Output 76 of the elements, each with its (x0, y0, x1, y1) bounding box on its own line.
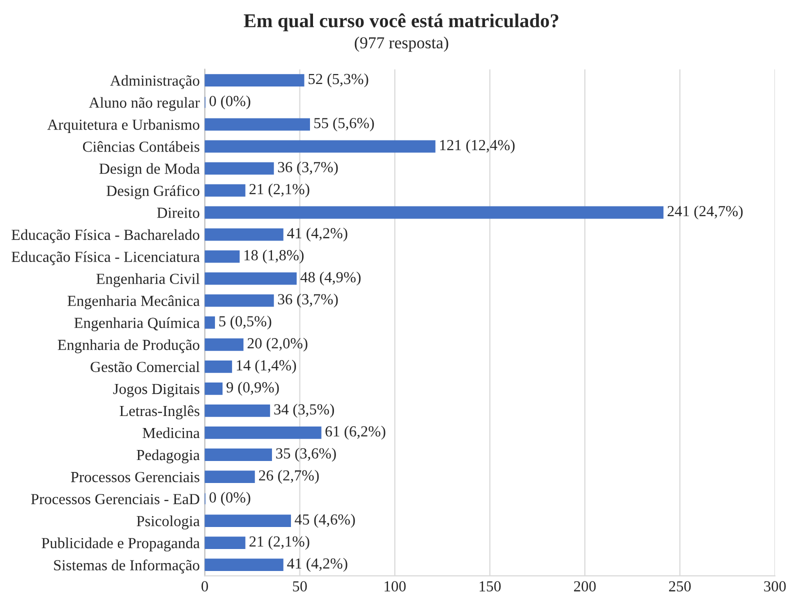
y-tick-label: Arquitetura e Urbanismo (47, 119, 200, 133)
y-tick-label: Educação Física - Licenciatura (12, 251, 200, 266)
data-label: 61 (6,2%) (326, 426, 386, 440)
data-label: 21 (2,1%) (250, 536, 310, 550)
bar (204, 140, 436, 153)
y-tick-label: Gestão Comercial (90, 361, 200, 372)
data-label: 41 (4,2%) (287, 228, 348, 242)
chart-subtitle: (977 resposta) (354, 36, 448, 52)
x-tick-label: 200 (574, 581, 596, 592)
y-tick-label: Administração (110, 75, 200, 89)
bar (204, 118, 310, 131)
data-label: 52 (5,3%) (308, 73, 368, 88)
y-tick-label: Publicidade e Propaganda (42, 538, 200, 552)
bar (204, 74, 304, 87)
bar (204, 558, 284, 572)
y-tick-label: Engenharia Mecânica (68, 295, 200, 310)
bar (204, 250, 240, 263)
bar (204, 382, 223, 395)
bar (204, 360, 232, 373)
y-tick-label: Design Gráfico (106, 185, 200, 200)
data-label: 36 (3,7%) (278, 162, 338, 176)
y-tick-label: Ciências Contábeis (82, 141, 200, 152)
bar (204, 426, 322, 439)
data-label: 41 (4,2%) (287, 558, 348, 572)
y-tick-label: Direito (157, 208, 200, 218)
data-label: 34 (3,5%) (274, 404, 334, 418)
data-label: 35 (3,6%) (276, 448, 336, 462)
bar (204, 338, 244, 351)
y-tick-label: Educação Física - Bacharelado (12, 229, 200, 244)
x-tick-label: 50 (293, 581, 307, 592)
data-label: 121 (12,4%) (440, 139, 515, 154)
y-tick-label: Engenharia Química (74, 317, 200, 332)
bar (204, 162, 274, 175)
y-tick-label: Engnharia de Produção (58, 339, 200, 354)
data-label: 5 (0,5%) (219, 316, 272, 330)
data-label: 55 (5,6%) (314, 117, 374, 132)
data-label: 14 (1,4%) (236, 360, 296, 374)
bar (204, 404, 270, 417)
bar (204, 272, 297, 285)
x-tick-label: 250 (669, 581, 691, 592)
y-tick-label: Sistemas de Informação (54, 559, 200, 574)
y-tick-label: Design de Moda (99, 163, 200, 178)
bar (204, 470, 255, 483)
x-tick-label: 150 (480, 581, 501, 592)
bar (204, 536, 246, 550)
data-label: 0 (0%) (210, 492, 250, 506)
data-label: 18 (1,8%) (244, 250, 304, 264)
data-label: 241 (24,7%) (668, 206, 743, 220)
data-label: 21 (2,1%) (250, 184, 310, 198)
chart-title: Em qual curso você está matriculado? (244, 13, 558, 32)
y-tick-label: Processos Gerenciais - EaD (31, 494, 200, 504)
y-tick-label: Aluno não regular (88, 97, 200, 111)
data-label: 9 (0,9%) (226, 382, 279, 396)
y-tick-label: Engenharia Civil (96, 273, 200, 288)
data-label: 36 (3,7%) (278, 294, 338, 308)
x-tick-label: 100 (384, 581, 406, 592)
bar (204, 448, 272, 461)
y-tick-label: Letras-Inglês (120, 405, 200, 420)
x-tick-label: 0 (202, 581, 208, 592)
data-label: 20 (2,0%) (248, 338, 308, 352)
bar (204, 206, 664, 219)
bar (204, 514, 291, 528)
bar (204, 294, 274, 307)
bar (204, 228, 284, 241)
data-label: 45 (4,6%) (294, 514, 355, 528)
data-label: 48 (4,9%) (300, 272, 361, 286)
y-tick-label: Medicina (142, 427, 200, 438)
bar (204, 184, 246, 197)
x-tick-label: 300 (764, 581, 786, 592)
y-tick-label: Psicologia (136, 516, 200, 530)
data-label: 26 (2,7%) (259, 470, 319, 484)
data-label: 0 (0%) (210, 95, 250, 110)
y-tick-label: Jogos Digitais (113, 384, 200, 398)
bar (204, 316, 215, 329)
y-tick-label: Pedagogia (136, 449, 200, 464)
y-tick-label: Processos Gerenciais (70, 472, 200, 482)
